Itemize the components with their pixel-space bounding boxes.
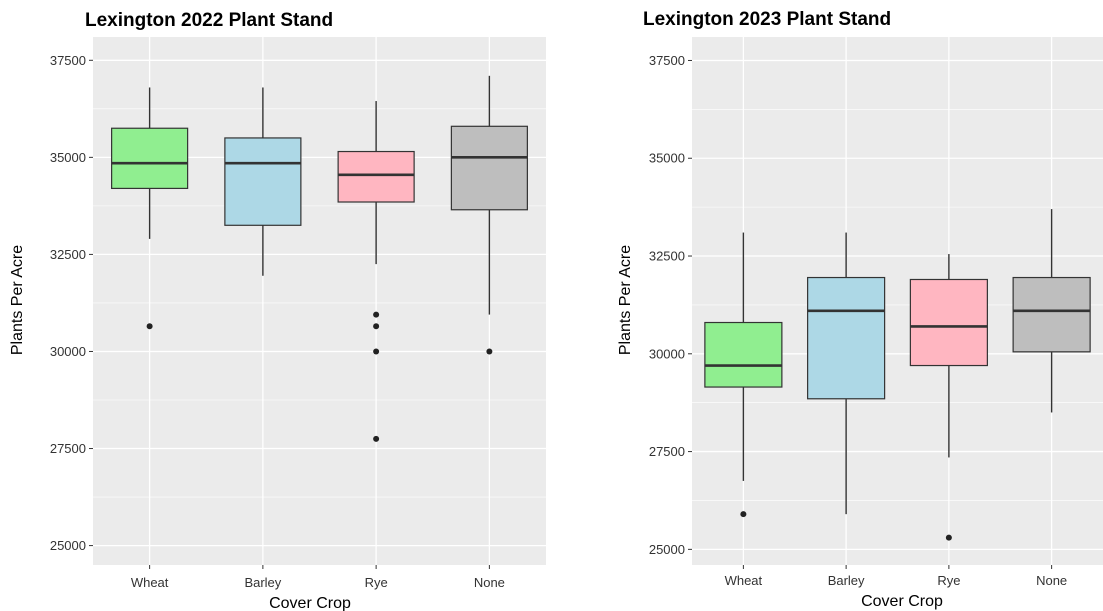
y-tick-label: 25000 <box>649 542 685 557</box>
y-tick-label: 27500 <box>649 444 685 459</box>
chart-title: Lexington 2023 Plant Stand <box>643 9 891 30</box>
y-tick-labels: 25000 27500 30000 32500 35000 37500 <box>649 53 692 557</box>
y-tick-label: 35000 <box>649 151 685 166</box>
outlier-point <box>146 323 153 330</box>
box-none <box>1012 276 1091 353</box>
y-tick-label: 37500 <box>50 53 86 68</box>
box-rye <box>909 278 988 367</box>
y-tick-label: 35000 <box>50 150 86 165</box>
box-wheat <box>704 321 783 388</box>
x-tick-labels: Wheat Barley Rye None <box>725 565 1067 588</box>
x-tick-labels: Wheat Barley Rye None <box>131 565 505 590</box>
outlier-point <box>373 435 380 442</box>
x-tick-label: Rye <box>365 575 388 590</box>
chart-title: Lexington 2022 Plant Stand <box>85 10 333 31</box>
x-tick-label: None <box>1036 573 1067 588</box>
box-wheat <box>111 127 189 190</box>
box-marks <box>111 75 528 442</box>
box-none <box>450 125 528 211</box>
y-tick-label: 32500 <box>50 247 86 262</box>
x-axis-title: Cover Crop <box>269 595 351 611</box>
x-axis-title: Cover Crop <box>861 593 943 610</box>
x-tick-label: Wheat <box>131 575 169 590</box>
box-rye <box>337 150 415 203</box>
x-tick-label: Rye <box>937 573 960 588</box>
y-axis-title: Plants Per Acre <box>9 245 26 355</box>
y-tick-label: 25000 <box>50 538 86 553</box>
y-tick-label: 30000 <box>649 346 685 361</box>
plot-background <box>93 37 546 565</box>
y-tick-label: 37500 <box>649 53 685 68</box>
x-tick-label: Barley <box>244 575 281 590</box>
x-tick-label: Barley <box>828 573 865 588</box>
y-tick-label: 27500 <box>50 441 86 456</box>
outlier-point <box>373 348 380 355</box>
x-tick-label: None <box>474 575 505 590</box>
outlier-point <box>373 311 380 318</box>
x-tick-label: Wheat <box>725 573 763 588</box>
outlier-point <box>740 511 747 518</box>
y-tick-label: 32500 <box>649 249 685 264</box>
y-tick-labels: 25000 27500 30000 32500 35000 37500 <box>50 53 93 553</box>
y-tick-label: 30000 <box>50 344 86 359</box>
box-marks <box>704 209 1091 541</box>
outlier-point <box>486 348 493 355</box>
outlier-point <box>373 323 380 330</box>
y-axis-title: Plants Per Acre <box>617 245 634 355</box>
chart-panel-2022: Lexington 2022 Plant Stand 25000 27500 300… <box>9 10 546 611</box>
outlier-point <box>945 534 952 541</box>
chart-panel-2023: Lexington 2023 Plant Stand 25000 27500 300… <box>617 9 1103 610</box>
box-barley <box>224 137 302 226</box>
box-barley <box>807 276 886 400</box>
